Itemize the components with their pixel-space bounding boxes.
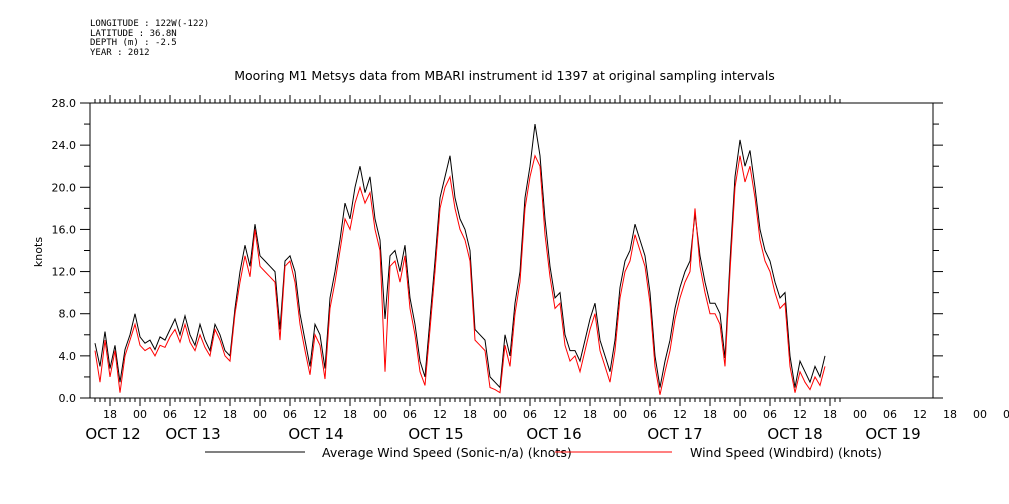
legend: Average Wind Speed (Sonic-n/a) (knots) W… bbox=[205, 445, 882, 460]
y-tick-label: 4.0 bbox=[59, 350, 77, 363]
day-label: OCT 15 bbox=[408, 425, 463, 443]
x-tick-label: 12 bbox=[433, 408, 447, 421]
x-tick-label: 00 bbox=[853, 408, 867, 421]
day-label: OCT 17 bbox=[647, 425, 702, 443]
y-tick-label: 8.0 bbox=[59, 308, 77, 321]
y-tick-label: 28.0 bbox=[52, 97, 77, 110]
series-lines bbox=[94, 124, 826, 395]
x-tick-label: 18 bbox=[583, 408, 597, 421]
y-axis-label: knots bbox=[32, 237, 45, 267]
legend-label-series-1: Average Wind Speed (Sonic-n/a) (knots) bbox=[322, 445, 572, 460]
x-tick-label: 12 bbox=[553, 408, 567, 421]
day-label: OCT 19 bbox=[865, 425, 920, 443]
depth-label: DEPTH (m) : -2.5 bbox=[90, 38, 177, 48]
x-tick-label: 18 bbox=[943, 408, 957, 421]
x-tick-label: 00 bbox=[613, 408, 627, 421]
x-tick-label: 18 bbox=[103, 408, 117, 421]
x-tick-label: 00 bbox=[373, 408, 387, 421]
day-label: OCT 14 bbox=[288, 425, 343, 443]
x-tick-label: 06 bbox=[763, 408, 777, 421]
x-tick-label: 18 bbox=[823, 408, 837, 421]
x-tick-label: 06 bbox=[283, 408, 297, 421]
x-tick-label: 06 bbox=[883, 408, 897, 421]
x-tick-label: 18 bbox=[223, 408, 237, 421]
y-tick-label: 0.0 bbox=[59, 392, 77, 405]
x-tick-label: 06 bbox=[523, 408, 537, 421]
y-tick-label: 20.0 bbox=[52, 181, 77, 194]
x-tick-label: 06 bbox=[643, 408, 657, 421]
x-tick-label: 00 bbox=[733, 408, 747, 421]
x-tick-label: 00 bbox=[493, 408, 507, 421]
x-tick-label: 18 bbox=[343, 408, 357, 421]
day-label: OCT 16 bbox=[526, 425, 581, 443]
x-tick-label: 18 bbox=[463, 408, 477, 421]
x-tick-label: 18 bbox=[703, 408, 717, 421]
x-tick-labels: 18 00 06 12 18 00 06 12 18 00 06 12 18 00 06 12 18 00 06 12… bbox=[103, 408, 1009, 421]
chart-title: Mooring M1 Metsys data from MBARI instru… bbox=[234, 68, 775, 83]
x-tick-label: 06 bbox=[163, 408, 177, 421]
legend-label-series-2: Wind Speed (Windbird) (knots) bbox=[690, 445, 882, 460]
day-label: OCT 12 bbox=[85, 425, 140, 443]
y-tick-label: 12.0 bbox=[52, 266, 77, 279]
day-label: OCT 13 bbox=[165, 425, 220, 443]
x-tick-label: 00 bbox=[133, 408, 147, 421]
metadata-header: LONGITUDE : 122W(-122) LATITUDE : 36.8N … bbox=[90, 19, 210, 58]
x-tick-label: 00 bbox=[253, 408, 267, 421]
axis-ticks bbox=[80, 95, 943, 406]
x-tick-label: 00 bbox=[973, 408, 987, 421]
x-tick-label: 12 bbox=[913, 408, 927, 421]
series-line-1 bbox=[94, 124, 826, 389]
x-tick-label: 12 bbox=[193, 408, 207, 421]
x-tick-label: 06 bbox=[403, 408, 417, 421]
x-tick-label: 12 bbox=[313, 408, 327, 421]
x-tick-label: 12 bbox=[673, 408, 687, 421]
year-label: YEAR : 2012 bbox=[90, 47, 150, 58]
y-tick-label: 24.0 bbox=[52, 139, 77, 152]
day-label: OCT 18 bbox=[767, 425, 822, 443]
day-labels: OCT 12 OCT 13 OCT 14 OCT 15 OCT 16 OCT 17 OCT … bbox=[85, 425, 920, 443]
y-tick-labels: 0.0 4.0 8.0 12.0 16.0 20.0 24.0 28.0 bbox=[52, 97, 77, 405]
x-tick-label: 06 bbox=[1003, 408, 1009, 421]
longitude-label: LONGITUDE : 122W(-122) bbox=[90, 19, 210, 29]
y-tick-label: 16.0 bbox=[52, 223, 77, 236]
series-line-2 bbox=[94, 154, 826, 395]
latitude-label: LATITUDE : 36.8N bbox=[90, 28, 177, 39]
x-tick-label: 12 bbox=[793, 408, 807, 421]
